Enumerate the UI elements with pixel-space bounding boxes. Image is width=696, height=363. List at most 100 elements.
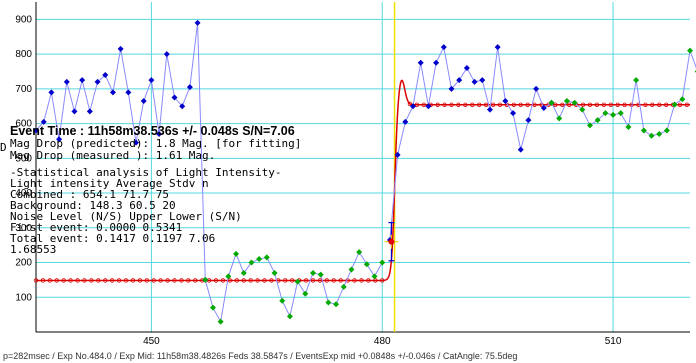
- fit-marker-13: [123, 278, 129, 283]
- point-3-6: [594, 117, 601, 124]
- point-2-4: [417, 59, 424, 66]
- point-3-9: [617, 110, 624, 117]
- point-3-11: [633, 77, 640, 84]
- point-1-12: [294, 278, 301, 285]
- extra-value: 1.68553: [10, 243, 56, 256]
- point-3-13: [648, 132, 655, 139]
- stat-combined: Combined : 654.1 71.7 75: [10, 188, 169, 201]
- point-1-2: [217, 318, 224, 325]
- point-3-4: [579, 106, 586, 113]
- point-2-11: [471, 78, 478, 85]
- fit-marker-42: [324, 278, 330, 283]
- stat-background: Background: 148.3 60.5 20: [10, 199, 176, 212]
- fit-marker-32: [255, 278, 260, 283]
- y-tick-100: 100: [15, 292, 32, 303]
- point-3-15: [663, 127, 670, 134]
- fit-marker-53: [421, 102, 426, 107]
- point-2-19: [533, 85, 540, 92]
- fit-marker-48: [366, 278, 371, 283]
- series-line-3: [551, 48, 696, 137]
- point-2-7: [440, 44, 447, 51]
- point-1-22: [371, 273, 378, 280]
- fit-marker-17: [151, 278, 156, 283]
- point-1-21: [363, 261, 370, 268]
- footer-info: p=282msec / Exp No.484.0 / Exp Mid: 11h5…: [3, 351, 518, 361]
- point-1-6: [248, 259, 255, 266]
- left-edge-label: D: [0, 141, 7, 154]
- fit-marker-43: [331, 278, 336, 283]
- point-2-20: [540, 104, 547, 111]
- point-0-3: [56, 136, 63, 143]
- point-0-4: [63, 78, 70, 85]
- point-1-18: [340, 283, 347, 290]
- fit-marker-87: [657, 102, 662, 107]
- fit-marker-4: [61, 278, 66, 283]
- fit-marker-63: [490, 102, 496, 107]
- fit-marker-29: [234, 278, 240, 283]
- point-3-16: [671, 101, 678, 108]
- point-3-5: [586, 122, 593, 129]
- point-0-6: [79, 77, 86, 84]
- fit-marker-7: [82, 278, 87, 283]
- fit-marker-58: [456, 102, 461, 107]
- fit-marker-60: [470, 102, 475, 107]
- point-1-0: [202, 276, 209, 283]
- fit-marker-73: [560, 102, 565, 107]
- fit-marker-82: [622, 102, 627, 107]
- point-0-11: [117, 45, 124, 52]
- fit-marker-62: [483, 102, 489, 107]
- point-1-5: [240, 269, 247, 276]
- point-1-4: [233, 250, 240, 257]
- fit-marker-56: [442, 102, 447, 107]
- point-2-17: [517, 146, 524, 153]
- point-2-18: [525, 117, 532, 124]
- fit-marker-33: [262, 278, 267, 283]
- fit-marker-74: [567, 102, 572, 107]
- fit-marker-36: [283, 278, 288, 283]
- point-3-2: [563, 98, 570, 104]
- fit-marker-41: [317, 278, 323, 283]
- point-0-21: [194, 19, 201, 26]
- point-1-14: [309, 269, 316, 276]
- point-0-19: [179, 103, 186, 110]
- fit-marker-55: [435, 102, 440, 107]
- mag-drop-predicted: Mag Drop (predicted): 1.8 Mag. [for fitt…: [10, 137, 301, 150]
- point-2-14: [494, 44, 501, 51]
- point-3-18: [687, 47, 693, 54]
- fit-marker-78: [594, 102, 600, 107]
- series-line-1: [204, 251, 383, 324]
- fit-marker-69: [532, 102, 537, 107]
- fit-curve: [33, 79, 690, 283]
- y-tick-700: 700: [15, 84, 32, 95]
- point-2-6: [433, 59, 440, 66]
- fit-marker-50: [380, 278, 385, 283]
- point-0-13: [133, 139, 140, 146]
- point-1-7: [256, 256, 263, 263]
- fit-marker-61: [476, 102, 482, 107]
- point-0-0: [33, 127, 39, 134]
- point-0-9: [102, 71, 109, 78]
- point-2-5: [425, 103, 432, 110]
- fit-marker-8: [89, 278, 94, 283]
- fit-marker-51: [407, 101, 413, 107]
- point-2-3: [410, 103, 417, 110]
- fit-marker-11: [109, 278, 115, 283]
- y-tick-300: 300: [15, 223, 32, 234]
- fit-marker-90: [677, 102, 683, 107]
- point-0-5: [71, 108, 78, 115]
- fit-marker-16: [144, 278, 149, 283]
- point-1-9: [271, 269, 278, 276]
- y-tick-600: 600: [15, 119, 32, 130]
- fit-marker-15: [137, 278, 143, 283]
- y-tick-900: 900: [15, 14, 32, 25]
- y-tick-200: 200: [15, 258, 32, 269]
- stats-panel: Event Time : 11h58m38.536s +/- 0.048s S/…: [0, 124, 301, 256]
- y-tick-800: 800: [15, 49, 32, 60]
- fit-marker-47: [359, 278, 364, 283]
- fit-marker-59: [463, 102, 468, 107]
- point-2-2: [402, 118, 409, 125]
- fit-marker-64: [497, 102, 503, 107]
- point-1-1: [209, 304, 216, 311]
- fit-marker-40: [310, 278, 316, 283]
- stat-header: Light intensity Average Stdv n: [10, 177, 209, 190]
